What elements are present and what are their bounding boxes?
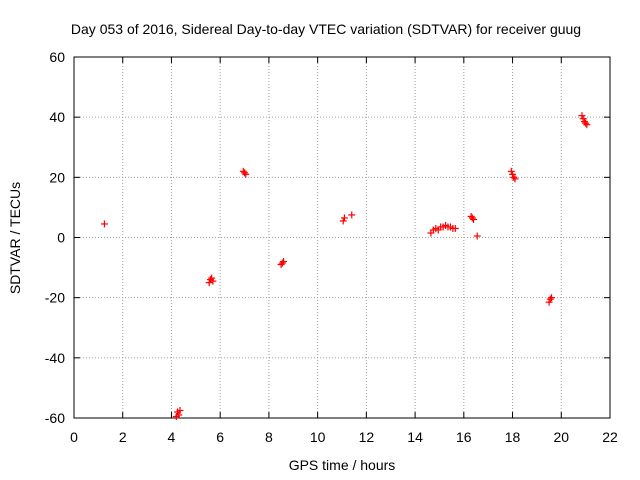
data-point — [208, 274, 216, 282]
grid-lines — [74, 57, 610, 418]
x-tick-label: 8 — [265, 429, 273, 445]
data-point — [100, 220, 108, 228]
data-point — [583, 121, 591, 129]
y-tick-label: -60 — [45, 410, 65, 426]
x-tick-label: 18 — [505, 429, 521, 445]
data-point — [473, 232, 481, 240]
x-axis-label: GPS time / hours — [289, 457, 396, 473]
y-tick-label: -20 — [45, 290, 65, 306]
data-point — [545, 298, 553, 306]
data-point — [242, 170, 250, 178]
y-tick-label: -40 — [45, 350, 65, 366]
data-point — [548, 294, 556, 302]
x-tick-label: 20 — [553, 429, 569, 445]
y-tick-label: 60 — [49, 49, 65, 65]
data-point — [176, 406, 184, 414]
data-point — [175, 411, 183, 419]
x-tick-label: 12 — [359, 429, 375, 445]
y-axis-label: SDTVAR / TECUs — [7, 182, 23, 294]
data-point — [205, 279, 213, 287]
chart-title: Day 053 of 2016, Sidereal Day-to-day VTE… — [71, 21, 581, 37]
x-tick-label: 6 — [216, 429, 224, 445]
data-point — [509, 170, 517, 178]
x-tick-label: 16 — [456, 429, 472, 445]
y-tick-label: 20 — [49, 169, 65, 185]
x-tick-label: 14 — [407, 429, 423, 445]
x-tick-label: 2 — [119, 429, 127, 445]
data-point — [470, 215, 478, 223]
data-point — [241, 169, 249, 177]
x-tick-label: 0 — [70, 429, 78, 445]
data-point — [340, 214, 348, 222]
data-point — [451, 224, 459, 232]
data-point — [511, 175, 519, 183]
data-point — [348, 211, 356, 219]
axis-ticks: 0 2 4 6 8 10 12 14 16 18 20 22 -60 -40 -20 0 20 40 60 — [45, 49, 618, 445]
data-point — [468, 214, 476, 222]
data-point — [579, 115, 587, 123]
data-point — [507, 167, 515, 175]
data-points — [100, 112, 591, 420]
y-tick-label: 40 — [49, 109, 65, 125]
data-point — [582, 119, 590, 127]
y-tick-label: 0 — [57, 230, 65, 246]
data-point — [339, 217, 347, 225]
x-tick-label: 4 — [168, 429, 176, 445]
data-point — [280, 258, 288, 266]
x-tick-label: 22 — [602, 429, 618, 445]
data-point — [546, 295, 554, 303]
data-point — [278, 259, 286, 267]
data-point — [209, 277, 217, 285]
data-point — [578, 112, 586, 120]
x-tick-label: 10 — [310, 429, 326, 445]
data-point — [510, 173, 518, 181]
